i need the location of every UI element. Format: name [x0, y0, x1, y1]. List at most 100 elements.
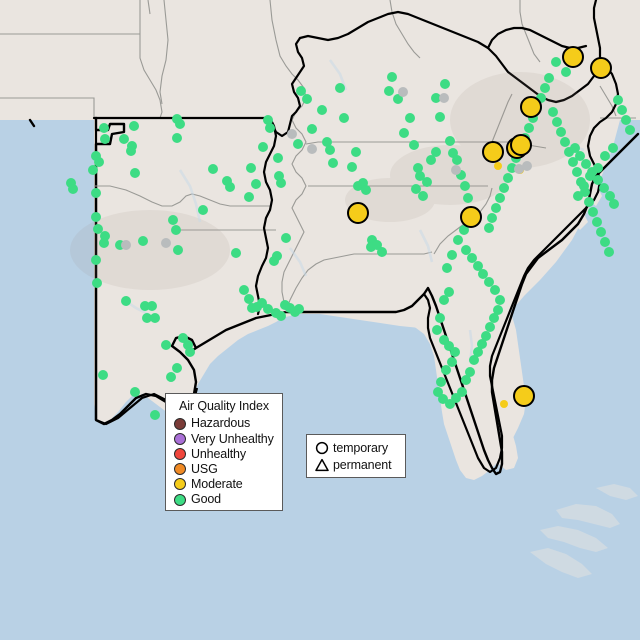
- station-marker[interactable]: [460, 181, 470, 191]
- station-marker[interactable]: [456, 170, 466, 180]
- station-marker[interactable]: [447, 250, 457, 260]
- station-marker[interactable]: [485, 322, 495, 332]
- station-marker[interactable]: [322, 137, 332, 147]
- station-marker[interactable]: [499, 183, 509, 193]
- station-marker[interactable]: [302, 94, 312, 104]
- station-marker[interactable]: [600, 151, 610, 161]
- station-marker[interactable]: [500, 400, 508, 408]
- station-marker[interactable]: [452, 155, 462, 165]
- station-marker[interactable]: [175, 119, 185, 129]
- station-marker[interactable]: [528, 113, 538, 123]
- station-marker[interactable]: [281, 233, 291, 243]
- station-marker[interactable]: [100, 231, 110, 241]
- station-marker[interactable]: [99, 123, 109, 133]
- station-marker[interactable]: [621, 115, 631, 125]
- station-marker[interactable]: [208, 164, 218, 174]
- station-marker[interactable]: [510, 134, 532, 156]
- station-marker[interactable]: [173, 245, 183, 255]
- station-marker[interactable]: [252, 302, 262, 312]
- station-marker[interactable]: [465, 367, 475, 377]
- station-marker[interactable]: [617, 105, 627, 115]
- station-marker[interactable]: [431, 147, 441, 157]
- station-marker[interactable]: [121, 296, 131, 306]
- station-marker[interactable]: [588, 207, 598, 217]
- station-marker[interactable]: [548, 107, 558, 117]
- station-marker[interactable]: [513, 385, 535, 407]
- station-marker[interactable]: [384, 86, 394, 96]
- station-marker[interactable]: [150, 410, 160, 420]
- station-marker[interactable]: [418, 191, 428, 201]
- station-marker[interactable]: [347, 162, 357, 172]
- station-marker[interactable]: [265, 123, 275, 133]
- station-marker[interactable]: [585, 171, 595, 181]
- station-marker[interactable]: [415, 171, 425, 181]
- station-marker[interactable]: [461, 375, 471, 385]
- station-marker[interactable]: [92, 278, 102, 288]
- station-marker[interactable]: [263, 304, 273, 314]
- station-marker[interactable]: [272, 251, 282, 261]
- station-marker[interactable]: [225, 182, 235, 192]
- station-marker[interactable]: [325, 145, 335, 155]
- station-marker[interactable]: [590, 57, 612, 79]
- station-marker[interactable]: [451, 165, 461, 175]
- station-marker[interactable]: [562, 46, 584, 68]
- station-marker[interactable]: [625, 125, 635, 135]
- station-marker[interactable]: [293, 139, 303, 149]
- station-marker[interactable]: [294, 304, 304, 314]
- station-marker[interactable]: [126, 146, 136, 156]
- station-marker[interactable]: [473, 261, 483, 271]
- station-marker[interactable]: [484, 223, 494, 233]
- station-marker[interactable]: [453, 235, 463, 245]
- station-marker[interactable]: [276, 311, 286, 321]
- station-marker[interactable]: [473, 347, 483, 357]
- station-marker[interactable]: [599, 183, 609, 193]
- station-marker[interactable]: [613, 95, 623, 105]
- station-marker[interactable]: [178, 333, 188, 343]
- station-marker[interactable]: [276, 178, 286, 188]
- station-marker[interactable]: [166, 372, 176, 382]
- station-marker[interactable]: [490, 285, 500, 295]
- station-marker[interactable]: [482, 141, 504, 163]
- station-marker[interactable]: [377, 247, 387, 257]
- station-marker[interactable]: [584, 197, 594, 207]
- station-marker[interactable]: [398, 87, 408, 97]
- station-marker[interactable]: [524, 123, 534, 133]
- station-marker[interactable]: [573, 191, 583, 201]
- station-marker[interactable]: [507, 163, 517, 173]
- station-marker[interactable]: [274, 171, 284, 181]
- station-marker[interactable]: [540, 83, 550, 93]
- station-marker[interactable]: [522, 161, 532, 171]
- station-marker[interactable]: [560, 137, 570, 147]
- station-marker[interactable]: [413, 163, 423, 173]
- station-marker[interactable]: [198, 205, 208, 215]
- station-marker[interactable]: [439, 93, 449, 103]
- station-marker[interactable]: [115, 240, 125, 250]
- station-marker[interactable]: [161, 340, 171, 350]
- station-marker[interactable]: [431, 93, 441, 103]
- station-marker[interactable]: [121, 240, 131, 250]
- station-marker[interactable]: [503, 173, 513, 183]
- station-marker[interactable]: [493, 305, 503, 315]
- station-marker[interactable]: [119, 134, 129, 144]
- station-marker[interactable]: [150, 313, 160, 323]
- station-marker[interactable]: [451, 393, 461, 403]
- station-marker[interactable]: [258, 142, 268, 152]
- station-marker[interactable]: [442, 263, 452, 273]
- station-marker[interactable]: [409, 140, 419, 150]
- station-marker[interactable]: [147, 301, 157, 311]
- station-marker[interactable]: [246, 163, 256, 173]
- station-marker[interactable]: [91, 255, 101, 265]
- station-marker[interactable]: [296, 86, 306, 96]
- station-marker[interactable]: [444, 341, 454, 351]
- station-marker[interactable]: [138, 236, 148, 246]
- station-marker[interactable]: [366, 242, 376, 252]
- station-marker[interactable]: [604, 247, 614, 257]
- station-marker[interactable]: [593, 175, 603, 185]
- station-marker[interactable]: [405, 113, 415, 123]
- station-marker[interactable]: [185, 347, 195, 357]
- station-marker[interactable]: [335, 83, 345, 93]
- station-marker[interactable]: [605, 191, 615, 201]
- station-marker[interactable]: [88, 165, 98, 175]
- station-marker[interactable]: [579, 181, 589, 191]
